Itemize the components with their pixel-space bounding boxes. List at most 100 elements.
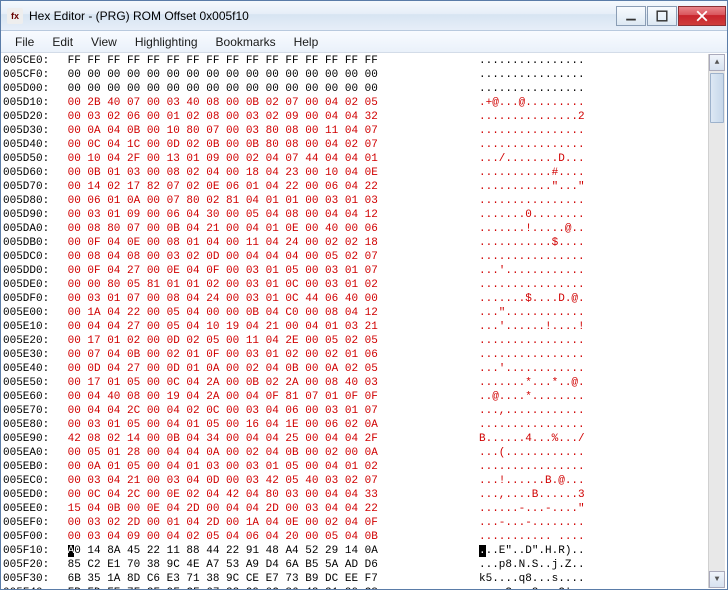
offset: 005E30: bbox=[3, 348, 61, 362]
hex-row: 005DE0: 00 00 80 05 81 01 01 02 00 03 01… bbox=[3, 278, 708, 292]
hex-row: 005F10: A0 14 8A 45 22 11 88 44 22 91 48… bbox=[3, 544, 708, 558]
close-button[interactable] bbox=[678, 6, 726, 26]
hex-bytes: 00 05 01 28 00 04 04 0A 00 02 04 0B 00 0… bbox=[61, 446, 471, 460]
hex-row: 005F20: 85 C2 E1 70 38 9C 4E A7 53 A9 D4… bbox=[3, 558, 708, 572]
menu-bookmarks[interactable]: Bookmarks bbox=[208, 33, 284, 51]
hex-row: 005E70: 00 04 04 2C 00 04 02 0C 00 03 04… bbox=[3, 404, 708, 418]
maximize-button[interactable] bbox=[647, 6, 677, 26]
hex-row: 005D90: 00 03 01 09 00 06 04 30 00 05 04… bbox=[3, 208, 708, 222]
offset: 005CE0: bbox=[3, 54, 61, 68]
hex-row: 005D60: 00 0B 01 03 00 08 02 04 00 18 04… bbox=[3, 166, 708, 180]
hex-bytes: A0 14 8A 45 22 11 88 44 22 91 48 A4 52 2… bbox=[61, 544, 471, 558]
ascii-bytes: ................ bbox=[471, 82, 585, 96]
hex-row: 005DF0: 00 03 01 07 00 08 04 24 00 03 01… bbox=[3, 292, 708, 306]
hex-bytes: 00 07 04 0B 00 02 01 0F 00 03 01 02 00 0… bbox=[61, 348, 471, 362]
ascii-bytes: ...p8.N.S..j.Z.. bbox=[471, 558, 585, 572]
hex-bytes: 00 00 00 00 00 00 00 00 00 00 00 00 00 0… bbox=[61, 68, 471, 82]
hex-row: 005E00: 00 1A 04 22 00 05 04 00 00 0B 04… bbox=[3, 306, 708, 320]
offset: 005E80: bbox=[3, 418, 61, 432]
offset: 005E00: bbox=[3, 306, 61, 320]
hex-area[interactable]: 005CE0: FF FF FF FF FF FF FF FF FF FF FF… bbox=[1, 53, 727, 589]
titlebar[interactable]: fx Hex Editor - (PRG) ROM Offset 0x005f1… bbox=[1, 1, 727, 31]
hex-bytes: 00 03 04 09 00 04 02 05 04 06 04 20 00 0… bbox=[61, 530, 471, 544]
window-buttons bbox=[616, 6, 726, 26]
menu-highlighting[interactable]: Highlighting bbox=[127, 33, 206, 51]
hex-row: 005D40: 00 0C 04 1C 00 0D 02 0B 00 0B 80… bbox=[3, 138, 708, 152]
offset: 005F00: bbox=[3, 530, 61, 544]
hex-bytes: 00 08 80 07 00 0B 04 21 00 04 01 0E 00 4… bbox=[61, 222, 471, 236]
hex-row: 005DA0: 00 08 80 07 00 0B 04 21 00 04 01… bbox=[3, 222, 708, 236]
hex-bytes: 00 0A 01 05 00 04 01 03 00 03 01 05 00 0… bbox=[61, 460, 471, 474]
hex-bytes: 00 0F 04 0E 00 08 01 04 00 11 04 24 00 0… bbox=[61, 236, 471, 250]
hex-rows: 005CE0: FF FF FF FF FF FF FF FF FF FF FF… bbox=[3, 54, 708, 588]
offset: 005F20: bbox=[3, 558, 61, 572]
offset: 005D70: bbox=[3, 180, 61, 194]
hex-bytes: 6B 35 1A 8D C6 E3 71 38 9C CE E7 73 B9 D… bbox=[61, 572, 471, 586]
menu-edit[interactable]: Edit bbox=[44, 33, 81, 51]
scroll-thumb[interactable] bbox=[710, 73, 724, 123]
hex-bytes: 00 17 01 05 00 0C 04 2A 00 0B 02 2A 00 0… bbox=[61, 376, 471, 390]
hex-bytes: 00 06 01 0A 00 07 80 02 81 04 01 01 00 0… bbox=[61, 194, 471, 208]
offset: 005D00: bbox=[3, 82, 61, 96]
hex-row: 005F30: 6B 35 1A 8D C6 E3 71 38 9C CE E7… bbox=[3, 572, 708, 586]
ascii-bytes: ......-...-...." bbox=[471, 502, 585, 516]
window-title: Hex Editor - (PRG) ROM Offset 0x005f10 bbox=[29, 9, 616, 23]
offset: 005D30: bbox=[3, 124, 61, 138]
offset: 005D60: bbox=[3, 166, 61, 180]
offset: 005F10: bbox=[3, 544, 61, 558]
menu-file[interactable]: File bbox=[7, 33, 42, 51]
offset: 005DA0: bbox=[3, 222, 61, 236]
hex-bytes: 00 04 04 27 00 05 04 10 19 04 21 00 04 0… bbox=[61, 320, 471, 334]
hex-row: 005E30: 00 07 04 0B 00 02 01 0F 00 03 01… bbox=[3, 348, 708, 362]
offset: 005E70: bbox=[3, 404, 61, 418]
hex-row: 005EC0: 00 03 04 21 00 03 04 0D 00 03 42… bbox=[3, 474, 708, 488]
ascii-bytes: ................ bbox=[471, 278, 585, 292]
hex-row: 005CE0: FF FF FF FF FF FF FF FF FF FF FF… bbox=[3, 54, 708, 68]
hex-bytes: 00 0B 01 03 00 08 02 04 00 18 04 23 00 1… bbox=[61, 166, 471, 180]
hex-bytes: FB FD FE 7F 3F 9F CF 67 33 99 0C 86 43 2… bbox=[61, 586, 471, 589]
hex-row: 005CF0: 00 00 00 00 00 00 00 00 00 00 00… bbox=[3, 68, 708, 82]
hex-row: 005EA0: 00 05 01 28 00 04 04 0A 00 02 04… bbox=[3, 446, 708, 460]
hex-bytes: 00 03 01 07 00 08 04 24 00 03 01 0C 44 0… bbox=[61, 292, 471, 306]
hex-bytes: 00 0D 04 27 00 0D 01 0A 00 02 04 0B 00 0… bbox=[61, 362, 471, 376]
menu-view[interactable]: View bbox=[83, 33, 125, 51]
hex-bytes: 00 0C 04 1C 00 0D 02 0B 00 0B 80 08 00 0… bbox=[61, 138, 471, 152]
scroll-track[interactable] bbox=[709, 71, 725, 571]
scroll-down-button[interactable]: ▼ bbox=[709, 571, 725, 588]
hex-row: 005F40: FB FD FE 7F 3F 9F CF 67 33 99 0C… bbox=[3, 586, 708, 589]
offset: 005ED0: bbox=[3, 488, 61, 502]
offset: 005E90: bbox=[3, 432, 61, 446]
offset: 005D80: bbox=[3, 194, 61, 208]
ascii-bytes: ...'............ bbox=[471, 264, 585, 278]
ascii-bytes: .......0........ bbox=[471, 208, 585, 222]
ascii-bytes: ..........."..." bbox=[471, 180, 585, 194]
ascii-bytes: .......!.....@.. bbox=[471, 222, 585, 236]
ascii-bytes: ........... .... bbox=[471, 530, 585, 544]
offset: 005EE0: bbox=[3, 502, 61, 516]
offset: 005EA0: bbox=[3, 446, 61, 460]
offset: 005DB0: bbox=[3, 236, 61, 250]
menu-help[interactable]: Help bbox=[286, 33, 327, 51]
hex-row: 005E10: 00 04 04 27 00 05 04 10 19 04 21… bbox=[3, 320, 708, 334]
ascii-bytes: ...,....B......3 bbox=[471, 488, 585, 502]
ascii-bytes: ................ bbox=[471, 334, 585, 348]
ascii-bytes: .../........D... bbox=[471, 152, 585, 166]
offset: 005D20: bbox=[3, 110, 61, 124]
offset: 005D40: bbox=[3, 138, 61, 152]
hex-bytes: 00 0C 04 2C 00 0E 02 04 42 04 80 03 00 0… bbox=[61, 488, 471, 502]
hex-row: 005EE0: 15 04 0B 00 0E 04 2D 00 04 04 2D… bbox=[3, 502, 708, 516]
minimize-button[interactable] bbox=[616, 6, 646, 26]
offset: 005DC0: bbox=[3, 250, 61, 264]
hex-bytes: 00 03 02 2D 00 01 04 2D 00 1A 04 0E 00 0… bbox=[61, 516, 471, 530]
ascii-bytes: ..@....*........ bbox=[471, 390, 585, 404]
vertical-scrollbar[interactable]: ▲ ▼ bbox=[708, 54, 725, 588]
scroll-up-button[interactable]: ▲ bbox=[709, 54, 725, 71]
hex-bytes: 00 2B 40 07 00 03 40 08 00 0B 02 07 00 0… bbox=[61, 96, 471, 110]
hex-row: 005E80: 00 03 01 05 00 04 01 05 00 16 04… bbox=[3, 418, 708, 432]
ascii-bytes: ...........$.... bbox=[471, 236, 585, 250]
ascii-bytes: ...!......B.@... bbox=[471, 474, 585, 488]
ascii-bytes: ...,............ bbox=[471, 404, 585, 418]
hex-row: 005D30: 00 0A 04 0B 00 10 80 07 00 03 80… bbox=[3, 124, 708, 138]
ascii-bytes: k5....q8...s.... bbox=[471, 572, 585, 586]
hex-row: 005EB0: 00 0A 01 05 00 04 01 03 00 03 01… bbox=[3, 460, 708, 474]
